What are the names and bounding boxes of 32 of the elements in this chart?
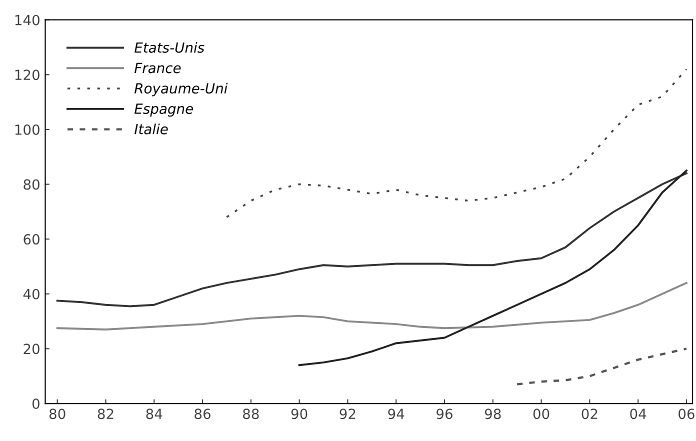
x-tick-label: 02 [582, 408, 598, 420]
legend-label: Royaume-Uni [134, 82, 228, 96]
y-tick-label: 140 [15, 14, 40, 26]
x-tick-label: 00 [533, 408, 550, 420]
x-tick-label: 04 [630, 408, 646, 420]
y-tick-label: 100 [15, 124, 40, 135]
y-tick-label: 20 [24, 344, 40, 354]
y-tick-label: 80 [24, 179, 40, 190]
legend-label: France [134, 62, 181, 74]
legend-label: Espagne [134, 104, 194, 117]
y-tick-label: 40 [23, 288, 40, 300]
x-tick-label: 90 [291, 408, 308, 420]
x-tick-label: 80 [49, 408, 66, 420]
x-tick-label: 94 [388, 408, 404, 420]
x-tick-label: 96 [436, 408, 452, 420]
line-series [56, 172, 688, 308]
y-tick-label: 120 [15, 70, 40, 80]
legend-label: Etats-Unis [134, 42, 204, 53]
y-tick-label: 60 [24, 234, 40, 245]
line-series [226, 68, 688, 218]
x-tick-label: 92 [340, 408, 356, 420]
legend-label: Italie [134, 124, 168, 134]
x-tick-label: 88 [243, 408, 259, 420]
x-tick-label: 86 [194, 408, 210, 420]
line-series [298, 170, 688, 366]
x-tick-label: 84 [146, 408, 162, 420]
y-tick-label: 0 [32, 398, 40, 409]
line-series [516, 348, 688, 386]
x-tick-label: 98 [484, 408, 501, 420]
x-tick-label: 06 [678, 408, 694, 420]
line-series [56, 282, 688, 330]
x-tick-label: 82 [98, 408, 114, 420]
